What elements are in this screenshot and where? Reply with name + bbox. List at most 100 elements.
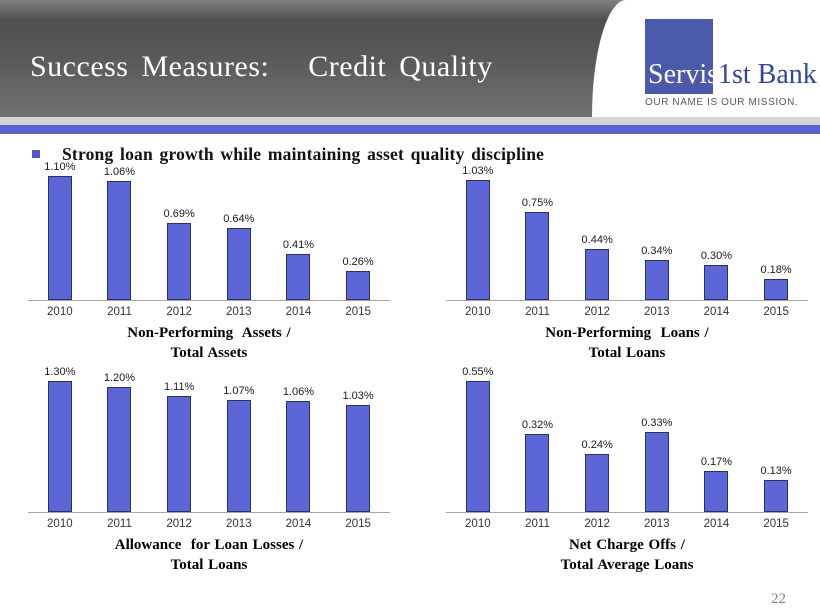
bar-value-label: 0.32% xyxy=(521,419,554,431)
chart-x-axis: 2010 2011 2012 2013 2014 2015 xyxy=(446,513,808,530)
chart-title-line2: Total Loans xyxy=(170,556,248,573)
chart-title: Net Charge Offs / Total Average Loans xyxy=(446,536,808,575)
bar xyxy=(226,400,251,512)
page-number: 22 xyxy=(771,591,786,607)
bar xyxy=(346,271,371,300)
x-axis-tick-label: 2015 xyxy=(763,306,789,318)
bar-group-2013: 0.64% xyxy=(209,154,269,300)
bar-value-label: 0.13% xyxy=(760,465,792,477)
chart-title-line1: Non-Performing Assets / xyxy=(127,325,291,341)
logo-wordmark: Servis1st Bank xyxy=(648,59,817,91)
bar xyxy=(47,176,72,300)
bar-value-label: 0.75% xyxy=(521,197,554,209)
chart-title: Non-Performing Assets / Total Assets xyxy=(28,324,390,363)
x-axis-tick-label: 2014 xyxy=(285,518,312,530)
x-axis-tick-label: 2015 xyxy=(345,518,371,530)
bar xyxy=(585,454,610,512)
bar-group-2012: 0.24% xyxy=(567,366,627,512)
chart-plot-area: 0.55% 0.32% 0.24% 0.33% 0.17% 0.13% xyxy=(446,366,808,513)
bar-group-2014: 0.30% xyxy=(687,154,747,300)
bar xyxy=(525,212,550,300)
bar-group-2014: 0.17% xyxy=(687,366,747,512)
x-axis-tick-label: 2013 xyxy=(226,306,252,318)
bar-value-label: 0.55% xyxy=(462,366,494,378)
bar-group-2011: 0.75% xyxy=(508,154,568,300)
bar-value-label: 1.11% xyxy=(163,381,195,393)
x-axis-tick-label: 2012 xyxy=(584,518,610,530)
bar xyxy=(226,228,251,300)
bar xyxy=(167,223,192,300)
bar xyxy=(764,480,789,512)
bar-value-label: 1.07% xyxy=(223,385,255,397)
slide-title: Success Measures: Credit Quality xyxy=(30,50,493,83)
bar-value-label: 1.20% xyxy=(103,372,136,384)
chart-plot-area: 1.10% 1.06% 0.69% 0.64% 0.41% 0.26% xyxy=(28,154,390,301)
company-logo: Servis1st Bank OUR NAME IS OUR MISSION. xyxy=(592,0,820,117)
bar-group-2010: 1.30% xyxy=(30,366,90,512)
x-axis-tick-label: 2011 xyxy=(107,306,132,318)
bullet-square-icon xyxy=(32,150,40,158)
bar-value-label: 1.03% xyxy=(462,165,494,177)
logo-tagline: OUR NAME IS OUR MISSION. xyxy=(645,97,799,108)
bar-value-label: 0.26% xyxy=(342,256,374,268)
x-axis-tick-label: 2010 xyxy=(47,518,73,530)
x-axis-tick-label: 2010 xyxy=(47,306,73,318)
bar-group-2015: 1.03% xyxy=(328,366,388,512)
logo-name-part1: Servis xyxy=(648,59,718,90)
chart-title-line1: Allowance for Loan Losses / xyxy=(114,537,304,553)
bar-value-label: 0.17% xyxy=(700,456,733,468)
bar xyxy=(704,471,729,512)
bar-group-2015: 0.13% xyxy=(746,366,806,512)
bar xyxy=(47,381,72,512)
x-axis-tick-label: 2015 xyxy=(345,306,371,318)
x-axis-tick-label: 2011 xyxy=(107,518,132,530)
bar-value-label: 1.10% xyxy=(44,161,76,173)
bar xyxy=(286,401,311,512)
x-axis-tick-label: 2013 xyxy=(644,518,670,530)
x-axis-tick-label: 2011 xyxy=(525,306,550,318)
bar-value-label: 0.41% xyxy=(282,239,315,251)
bar-group-2014: 0.41% xyxy=(269,154,329,300)
bar-value-label: 0.30% xyxy=(700,250,733,262)
chart-x-axis: 2010 2011 2012 2013 2014 2015 xyxy=(28,513,390,530)
chart-non-performing-loans: 1.03% 0.75% 0.44% 0.34% 0.30% 0.18% 2010 2011 2… xyxy=(446,154,808,363)
bar xyxy=(644,260,669,300)
bullet-text: Strong loan growth while maintaining ass… xyxy=(62,144,545,164)
bar xyxy=(465,180,490,300)
bar xyxy=(764,279,789,300)
chart-title: Allowance for Loan Losses / Total Loans xyxy=(28,536,390,575)
bar-group-2010: 1.03% xyxy=(448,154,508,300)
chart-x-axis: 2010 2011 2012 2013 2014 2015 xyxy=(446,301,808,318)
x-axis-tick-label: 2011 xyxy=(525,518,550,530)
bar-value-label: 1.03% xyxy=(342,390,374,402)
bar-value-label: 0.44% xyxy=(581,234,613,246)
chart-title: Non-Performing Loans / Total Loans xyxy=(446,324,808,363)
bar-group-2011: 1.06% xyxy=(90,154,150,300)
bar xyxy=(585,249,610,300)
bar-group-2012: 0.44% xyxy=(567,154,627,300)
bar xyxy=(286,254,311,300)
divider-strip-gray xyxy=(0,117,820,125)
chart-net-charge-offs: 0.55% 0.32% 0.24% 0.33% 0.17% 0.13% 2010 2011 2… xyxy=(446,366,808,575)
bar-group-2012: 0.69% xyxy=(149,154,209,300)
chart-title-line2: Total Loans xyxy=(588,344,666,361)
chart-plot-area: 1.30% 1.20% 1.11% 1.07% 1.06% 1.03% xyxy=(28,366,390,513)
bar xyxy=(107,387,132,512)
chart-title-line2: Total Average Loans xyxy=(560,556,694,573)
bar-value-label: 1.06% xyxy=(103,166,136,178)
x-axis-tick-label: 2012 xyxy=(166,306,192,318)
logo-square xyxy=(645,19,713,94)
x-axis-tick-label: 2010 xyxy=(465,518,491,530)
x-axis-tick-label: 2012 xyxy=(584,306,610,318)
x-axis-tick-label: 2014 xyxy=(703,306,730,318)
bar-value-label: 0.33% xyxy=(641,417,673,429)
logo-name-part2: 1st Bank xyxy=(718,59,817,90)
bar-value-label: 0.64% xyxy=(223,213,255,225)
bar-group-2014: 1.06% xyxy=(269,366,329,512)
chart-non-performing-assets: 1.10% 1.06% 0.69% 0.64% 0.41% 0.26% 2010 2011 2… xyxy=(28,154,390,363)
bar-value-label: 0.24% xyxy=(581,439,613,451)
bar-value-label: 1.30% xyxy=(44,366,76,378)
chart-x-axis: 2010 2011 2012 2013 2014 2015 xyxy=(28,301,390,318)
chart-title-line2: Total Assets xyxy=(170,344,248,361)
